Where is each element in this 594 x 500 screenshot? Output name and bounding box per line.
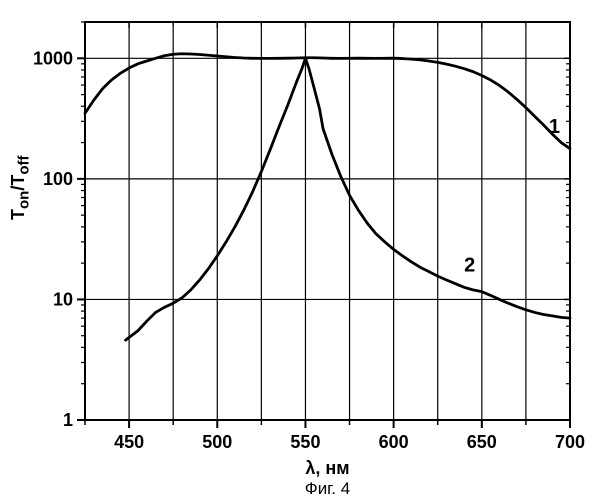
svg-text:650: 650 (467, 432, 497, 452)
chart-svg: 450 500 550 600 650 700 1 10 100 1000 1 2 λ, нмФиг. … (0, 0, 594, 500)
svg-text:100: 100 (43, 169, 73, 189)
svg-text:550: 550 (290, 432, 320, 452)
svg-text:1: 1 (63, 410, 73, 430)
figure-caption: Фиг. 4 (305, 479, 350, 498)
svg-text:500: 500 (202, 432, 232, 452)
x-axis-label: λ, нм (305, 458, 349, 478)
svg-text:600: 600 (379, 432, 409, 452)
series-label-2: 2 (464, 255, 475, 277)
y-axis-label: Ton/Toff (8, 156, 33, 220)
chart-container: Ton/Toff 450 500 550 600 650 700 1 10 100 1000 1 2 λ… (0, 0, 594, 500)
svg-text:450: 450 (114, 432, 144, 452)
svg-text:10: 10 (53, 289, 73, 309)
svg-text:700: 700 (555, 432, 585, 452)
series-label-1: 1 (549, 116, 560, 138)
svg-text:1000: 1000 (33, 48, 73, 68)
